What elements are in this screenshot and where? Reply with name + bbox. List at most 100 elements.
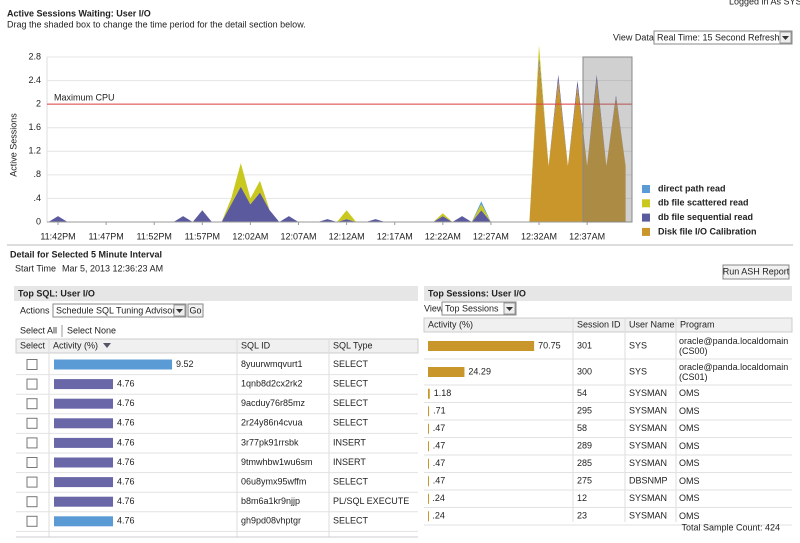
sql-id-link[interactable]: 8yuurwmqvurt1 — [241, 359, 303, 369]
legend-label: Disk file I/O Calibration — [658, 226, 757, 236]
y-tick-label: 1.6 — [28, 122, 41, 132]
user-name-link[interactable]: SYS — [629, 340, 647, 350]
run-ash-text[interactable]: Run ASH Report — [723, 266, 790, 276]
legend-swatch — [642, 228, 650, 236]
column-header: User Name — [629, 319, 675, 329]
user-name-link[interactable]: SYSMAN — [629, 493, 667, 503]
select-all-link[interactable]: Select All — [20, 325, 57, 335]
activity-bar — [428, 441, 429, 451]
sql-id-link[interactable]: 9acduy76r85mz — [241, 398, 306, 408]
view-data-select-text[interactable]: Real Time: 15 Second Refresh — [657, 32, 780, 42]
view-label: View — [424, 303, 444, 313]
row-checkbox[interactable] — [27, 516, 37, 526]
session-id-link[interactable]: 23 — [577, 511, 587, 521]
x-tick-label: 12:32AM — [521, 231, 557, 241]
sql-id-link[interactable]: 2r24y86n4cvua — [241, 418, 303, 428]
session-id-link[interactable]: 58 — [577, 423, 587, 433]
actions-select-text[interactable]: Schedule SQL Tuning Advisor — [56, 305, 175, 315]
program: oracle@panda.localdomain (CS00) — [679, 336, 793, 356]
y-tick-label: 2.4 — [28, 75, 41, 85]
program-cell: OMS — [679, 441, 793, 457]
go-text[interactable]: Go — [189, 305, 201, 315]
sql-type: PL/SQL EXECUTE — [333, 496, 409, 506]
legend-swatch — [642, 214, 650, 222]
activity-bar — [54, 399, 113, 409]
activity-value: 70.75 — [538, 340, 561, 350]
program: OMS — [679, 458, 793, 468]
sql-type: INSERT — [333, 457, 366, 467]
row-checkbox[interactable] — [27, 360, 37, 370]
session-id-link[interactable]: 285 — [577, 458, 592, 468]
program: OMS — [679, 388, 793, 398]
row-checkbox[interactable] — [27, 438, 37, 448]
program-cell: OMS — [679, 406, 793, 422]
activity-value: 4.76 — [117, 437, 135, 447]
activity-value: 4.76 — [117, 457, 135, 467]
sql-id-link[interactable]: b8m6a1kr9njjp — [241, 496, 300, 506]
session-id-link[interactable]: 301 — [577, 340, 592, 350]
start-time-label: Start Time — [15, 263, 56, 273]
view-select-text[interactable]: Top Sessions — [445, 303, 499, 313]
column-header: Session ID — [577, 319, 621, 329]
session-id-link[interactable]: 275 — [577, 476, 592, 486]
total-sample-count: Total Sample Count: 424 — [681, 522, 780, 532]
select-none-link[interactable]: Select None — [67, 325, 116, 335]
column-header: Program — [680, 319, 715, 329]
row-checkbox[interactable] — [27, 399, 37, 409]
session-id-link[interactable]: 300 — [577, 366, 592, 376]
activity-bar — [54, 418, 113, 428]
sql-type: SELECT — [333, 378, 369, 388]
row-checkbox[interactable] — [27, 379, 37, 389]
sql-id-link[interactable]: gh9pd08vhptgr — [241, 516, 301, 526]
user-name-link[interactable]: SYS — [629, 366, 647, 376]
view-data-label: View Data — [613, 32, 654, 42]
max-cpu-label: Maximum CPU — [54, 93, 115, 103]
session-id-link[interactable]: 295 — [577, 406, 592, 416]
column-header: SQL Type — [333, 340, 373, 350]
user-name-link[interactable]: SYSMAN — [629, 388, 667, 398]
user-name-link[interactable]: SYSMAN — [629, 441, 667, 451]
session-id-link[interactable]: 12 — [577, 493, 587, 503]
activity-value: .47 — [433, 458, 446, 468]
program: OMS — [679, 493, 793, 503]
program: OMS — [679, 406, 793, 416]
row-checkbox[interactable] — [27, 497, 37, 507]
row-checkbox[interactable] — [27, 418, 37, 428]
row-checkbox[interactable] — [27, 458, 37, 468]
sql-id-link[interactable]: 1qnb8d2cx2rk2 — [241, 378, 303, 388]
user-name-link[interactable]: SYSMAN — [629, 406, 667, 416]
start-time: Mar 5, 2013 12:36:23 AM — [62, 263, 163, 273]
program: oracle@panda.localdomain (CS01) — [679, 362, 793, 382]
program-cell: OMS — [679, 388, 793, 404]
activity-value: 4.76 — [117, 496, 135, 506]
activity-bar — [428, 511, 429, 521]
x-tick-label: 12:27AM — [473, 231, 509, 241]
selection-box[interactable] — [583, 57, 632, 222]
activity-value: 9.52 — [176, 359, 194, 369]
activity-value: 4.76 — [117, 476, 135, 486]
session-id-link[interactable]: 289 — [577, 441, 592, 451]
y-tick-label: .4 — [33, 193, 41, 203]
activity-value: .24 — [432, 511, 445, 521]
sql-id-link[interactable]: 06u8ymx95wffm — [241, 476, 306, 486]
program-cell: OMS — [679, 423, 793, 439]
session-id-link[interactable]: 54 — [577, 388, 587, 398]
program: OMS — [679, 441, 793, 451]
user-name-link[interactable]: SYSMAN — [629, 511, 667, 521]
user-name-link[interactable]: DBSNMP — [629, 476, 668, 486]
user-name-link[interactable]: SYSMAN — [629, 458, 667, 468]
activity-bar — [428, 476, 429, 486]
page-subtitle: Drag the shaded box to change the time p… — [7, 19, 306, 29]
row-checkbox[interactable] — [27, 477, 37, 487]
x-tick-label: 12:37AM — [569, 231, 605, 241]
activity-bar — [54, 458, 113, 468]
activity-value: .47 — [433, 476, 446, 486]
activity-bar — [54, 379, 113, 389]
program-cell: oracle@panda.localdomain (CS00) — [679, 336, 793, 360]
sql-id-link[interactable]: 9tmwhbw1wu6sm — [241, 457, 313, 467]
legend-swatch — [642, 199, 650, 207]
user-name-link[interactable]: SYSMAN — [629, 423, 667, 433]
sql-id-link[interactable]: 3r77pk91rrsbk — [241, 437, 299, 447]
program-cell: OMS — [679, 458, 793, 474]
panel-title: Top Sessions: User I/O — [428, 288, 526, 298]
